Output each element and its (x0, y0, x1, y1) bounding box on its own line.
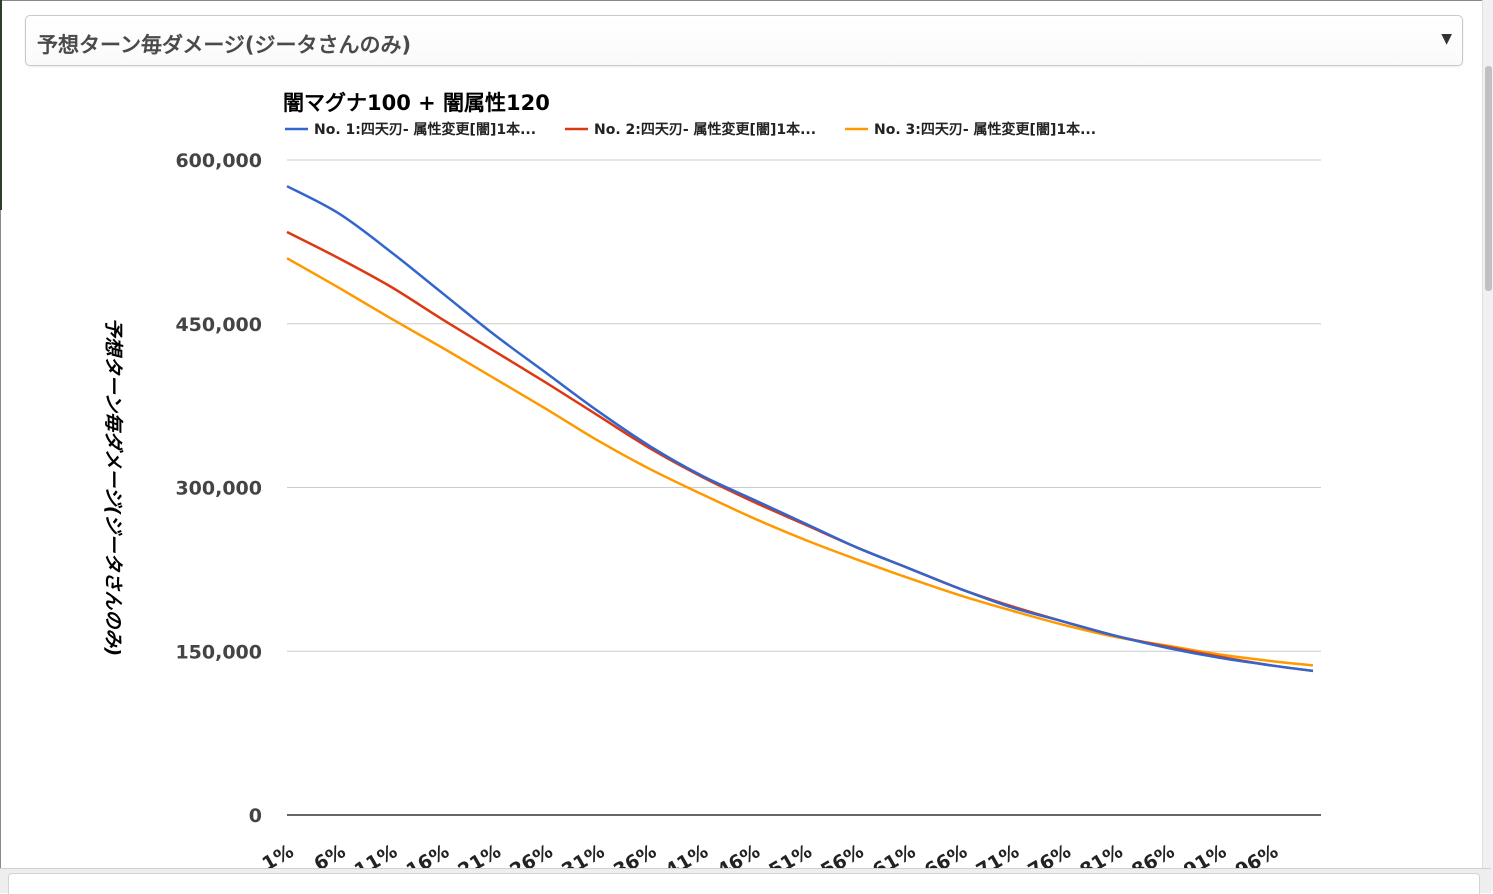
y-axis-label: 予想ターン毎ダメージ(ジータさんのみ) (102, 318, 124, 656)
chart-metric-select-value: 予想ターン毎ダメージ(ジータさんのみ) (37, 33, 412, 57)
grid-lines (287, 159, 1321, 816)
y-tick-label: 150,000 (175, 641, 262, 663)
y-axis-ticks: 0 150,000 300,000 450,000 600,000 (175, 150, 262, 827)
series-lines (286, 185, 1314, 673)
bottom-panel-tab (8, 873, 1480, 894)
chevron-down-icon: ▼ (1441, 31, 1452, 47)
window-edge (0, 0, 2, 210)
legend: No. 1:四天刃- 属性変更[闇]1本... No. 2:四天刃- 属性変更[闇… (285, 121, 1096, 138)
y-tick-label: 450,000 (175, 314, 262, 336)
series-line-1 (286, 185, 1314, 673)
series-line-2 (286, 230, 1314, 673)
legend-entry-3[interactable]: No. 3:四天刃- 属性変更[闇]1本... (874, 121, 1096, 138)
y-tick-label: 300,000 (175, 478, 262, 500)
chart-metric-select[interactable]: 予想ターン毎ダメージ(ジータさんのみ) ▼ (25, 15, 1463, 66)
chart-title: 闇マグナ100 + 闇属性120 (283, 91, 550, 115)
y-tick-label: 0 (249, 805, 262, 827)
legend-entry-1[interactable]: No. 1:四天刃- 属性変更[闇]1本... (314, 121, 536, 138)
bottom-panel (0, 868, 1491, 894)
vertical-scrollbar[interactable] (1482, 0, 1493, 891)
legend-entry-2[interactable]: No. 2:四天刃- 属性変更[闇]1本... (594, 121, 816, 138)
y-tick-label: 600,000 (175, 150, 262, 172)
scrollbar-thumb[interactable] (1485, 66, 1492, 291)
